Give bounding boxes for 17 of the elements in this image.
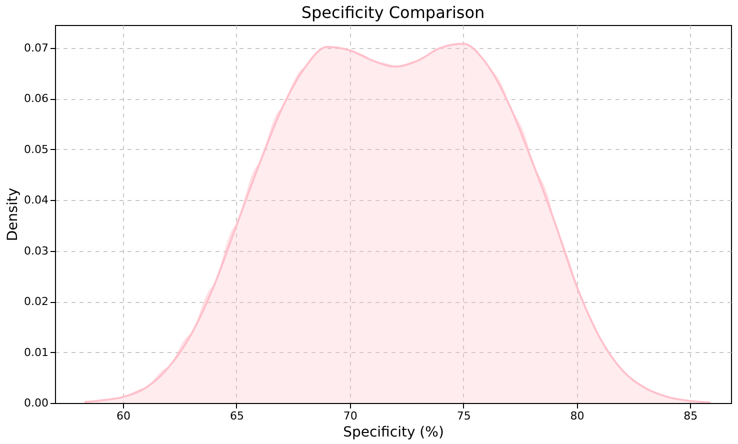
x-tick-label: 65 bbox=[230, 410, 244, 422]
y-tick-label: 0.07 bbox=[24, 41, 48, 54]
y-tick-label: 0.00 bbox=[24, 396, 48, 410]
x-tick-label: 70 bbox=[343, 410, 358, 422]
x-axis-title: Specificity (%) bbox=[343, 424, 444, 440]
y-tick-label: 0.02 bbox=[24, 295, 48, 308]
x-tick-label: 60 bbox=[116, 410, 131, 422]
y-tick-label: 0.04 bbox=[24, 194, 48, 207]
y-tick-label: 0.05 bbox=[24, 142, 48, 156]
y-tick-label: 0.01 bbox=[24, 346, 48, 359]
x-tick-label: 80 bbox=[570, 410, 584, 422]
y-axis-title: Density bbox=[5, 188, 22, 242]
y-tick-label: 0.06 bbox=[24, 92, 48, 106]
chart-title: Specificity Comparison bbox=[301, 3, 485, 22]
x-tick-label: 75 bbox=[456, 410, 471, 422]
x-tick-label: 85 bbox=[684, 410, 698, 422]
y-tick-label: 0.03 bbox=[24, 244, 48, 258]
